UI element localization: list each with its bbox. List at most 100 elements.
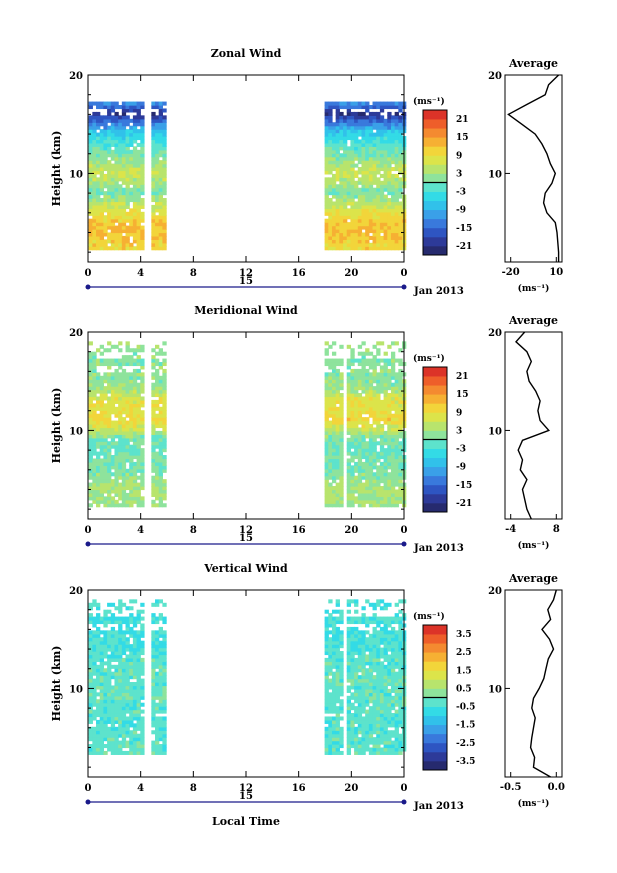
heatmap-cell (132, 695, 138, 700)
heatmap-cell (162, 740, 167, 745)
heatmap-cell (387, 156, 392, 161)
heatmap-cell (107, 424, 112, 429)
heatmap-cell (398, 396, 403, 401)
heatmap-cell (343, 105, 348, 110)
heatmap-cell (132, 396, 138, 401)
heatmap-cell (357, 737, 363, 742)
heatmap-cell (335, 647, 340, 652)
heatmap-cell (398, 101, 403, 106)
heatmap-cell (376, 744, 381, 749)
heatmap-cell (151, 750, 156, 755)
heatmap-cell (328, 682, 333, 687)
heatmap-cell (121, 420, 127, 425)
heatmap-cells (88, 101, 407, 251)
heatmap-cell (357, 129, 363, 134)
heatmap-cell (331, 208, 337, 213)
heatmap-cell (331, 664, 337, 669)
heatmap-cell (383, 465, 388, 470)
heatmap-cell (114, 156, 119, 161)
heatmap-cell (335, 695, 340, 700)
heatmap-cell (96, 246, 101, 251)
heatmap-cell (92, 437, 97, 442)
heatmap-cell (140, 344, 145, 349)
heatmap-cell (368, 156, 374, 161)
heatmap-cell (376, 682, 381, 687)
heatmap-cell (335, 163, 340, 168)
heatmap-cell (129, 458, 134, 463)
heatmap-cell (365, 239, 370, 244)
heatmap-cell (158, 396, 163, 401)
heatmap-cell (335, 644, 340, 649)
heatmap-cell (114, 733, 119, 738)
heatmap-cell (368, 170, 374, 175)
heatmap-cell (88, 153, 93, 158)
heatmap-cell (151, 239, 156, 244)
heatmap-cell (390, 146, 396, 151)
heatmap-cell (368, 637, 374, 642)
heatmap-cell (335, 730, 340, 735)
heatmap-cell (88, 386, 93, 391)
heatmap-cell (361, 379, 366, 384)
heatmap-cell (350, 427, 355, 432)
heatmap-cell (158, 410, 163, 415)
heatmap-cell (335, 406, 340, 411)
heatmap-cell (107, 235, 112, 240)
heatmap-cell (328, 644, 333, 649)
heatmap-cell (376, 396, 381, 401)
heatmap-cell (118, 122, 123, 127)
heatmap-cell (88, 682, 93, 687)
heatmap-cell (155, 682, 160, 687)
heatmap-cell (324, 406, 329, 411)
heatmap-cell (132, 640, 138, 645)
heatmap-cell (328, 146, 333, 151)
heatmap-cell (368, 468, 374, 473)
heatmap-cell (125, 235, 130, 240)
heatmap-cell (155, 132, 160, 137)
heatmap-cell (140, 167, 145, 172)
heatmap-cell (118, 744, 123, 749)
heatmap-cell (151, 675, 156, 680)
heatmap-cell (132, 229, 138, 234)
heatmap-cell (346, 417, 352, 422)
heatmap-cell (335, 458, 340, 463)
heatmap-cell (346, 396, 352, 401)
heatmap-cell (365, 489, 370, 494)
heatmap-cell (376, 136, 381, 141)
heatmap-cell (140, 740, 145, 745)
heatmap-cell (118, 437, 123, 442)
heatmap-cell (107, 417, 112, 422)
heatmap-cell (88, 458, 93, 463)
heatmap-cell (328, 358, 333, 363)
heatmap-cell (324, 122, 329, 127)
heatmap-cell (387, 702, 392, 707)
heatmap-cell (107, 733, 112, 738)
heatmap-cell (368, 482, 374, 487)
heatmap-cell (398, 170, 403, 175)
x-tick-label: 16 (292, 783, 306, 794)
heatmap-cell (372, 153, 377, 158)
heatmap-cell (343, 201, 348, 206)
heatmap-cell (379, 386, 385, 391)
heatmap-cell (103, 444, 108, 449)
heatmap-cell (328, 599, 333, 604)
heatmap-cell (155, 163, 160, 168)
heatmap-cell (343, 246, 348, 251)
heatmap-cell (118, 647, 123, 652)
heatmap-cell (339, 396, 344, 401)
heatmap-cell (92, 232, 97, 237)
heatmap-cell (354, 744, 359, 749)
heatmap-cell (383, 410, 388, 415)
heatmap-cell (339, 211, 344, 216)
heatmap-cell (350, 218, 355, 223)
heatmap-cell (357, 468, 363, 473)
heatmap-cell (387, 434, 392, 439)
heatmap-cell (331, 640, 337, 645)
heatmap-cell (132, 358, 138, 363)
heatmap-cell (372, 678, 377, 683)
heatmap-cell (357, 177, 363, 182)
heatmap-cell (361, 688, 366, 693)
heatmap-cell (129, 232, 134, 237)
heatmap-cell (125, 657, 130, 662)
heatmap-cell (398, 609, 403, 614)
average-y-tick-label: 20 (488, 71, 502, 82)
